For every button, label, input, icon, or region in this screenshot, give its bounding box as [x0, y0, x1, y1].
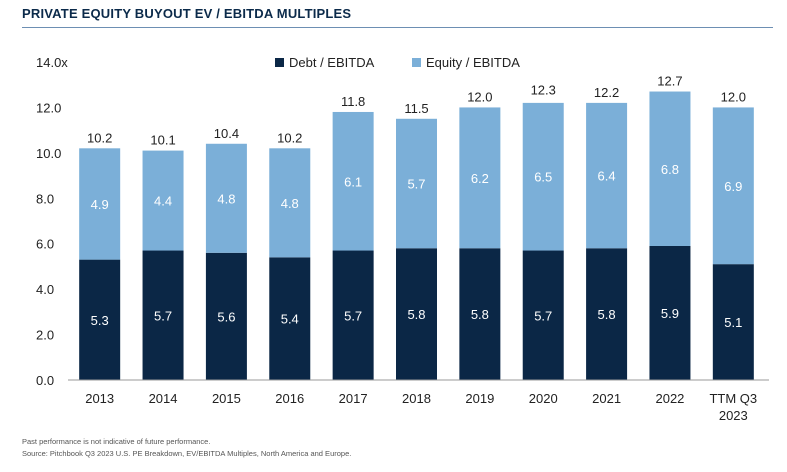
- bar-equity-ebitda: [332, 111, 374, 251]
- data-labels: 5.3 4.9 10.2 5.7 4.4 10.1 5.6 4.8 10.4 5.4 4.8 10.2…: [87, 74, 746, 331]
- x-tick-label: 2017: [339, 391, 368, 406]
- data-label-total: 11.8: [341, 94, 365, 109]
- data-label-total: 11.5: [404, 101, 428, 116]
- x-tick-label: 2014: [149, 391, 178, 406]
- bar-group: [79, 91, 754, 380]
- data-label-total: 12.7: [657, 74, 682, 89]
- data-label-equity: 4.8: [281, 196, 299, 211]
- x-tick-label: 2013: [85, 391, 114, 406]
- bar-debt-ebitda: [459, 248, 501, 380]
- data-label-total: 10.2: [87, 130, 112, 145]
- data-label-total: 12.2: [594, 85, 619, 100]
- bar-equity-ebitda: [649, 91, 691, 246]
- x-tick-label: 2015: [212, 391, 241, 406]
- y-tick-label: 4.0: [36, 282, 54, 297]
- footnote-source: Source: Pitchbook Q3 2023 U.S. PE Breakd…: [22, 449, 352, 458]
- bar-debt-ebitda: [396, 248, 437, 380]
- legend-label-debt: Debt / EBITDA: [289, 55, 375, 70]
- bar-equity-ebitda: [142, 150, 184, 251]
- bar-debt-ebitda: [332, 250, 374, 380]
- legend-label-equity: Equity / EBITDA: [426, 55, 520, 70]
- bar-debt-ebitda: [142, 250, 184, 380]
- bar-debt-ebitda: [649, 245, 691, 380]
- data-label-equity: 6.4: [598, 169, 616, 184]
- x-tick-label: 2016: [275, 391, 304, 406]
- data-label-debt: 5.7: [154, 308, 172, 323]
- bar-equity-ebitda: [79, 148, 121, 260]
- y-tick-label: 14.0x: [36, 55, 68, 70]
- data-label-total: 10.1: [150, 133, 175, 148]
- y-tick-label: 12.0: [36, 100, 61, 115]
- bar-debt-ebitda: [586, 248, 628, 380]
- data-label-total: 10.4: [214, 126, 239, 141]
- bar-equity-ebitda: [586, 102, 628, 249]
- legend-swatch-debt: [275, 58, 284, 67]
- bar-equity-ebitda: [269, 148, 311, 258]
- x-tick-label: 2021: [592, 391, 621, 406]
- bar-equity-ebitda: [205, 143, 247, 253]
- data-label-debt: 5.6: [217, 309, 235, 324]
- data-label-debt: 5.3: [91, 313, 109, 328]
- legend-swatch-equity: [412, 58, 421, 67]
- data-label-equity: 6.5: [534, 170, 552, 185]
- data-label-debt: 5.1: [724, 315, 742, 330]
- data-label-total: 12.0: [467, 89, 492, 104]
- data-label-debt: 5.4: [281, 312, 299, 327]
- y-axis: 0.0 2.0 4.0 6.0 8.0 10.0 12.0 14.0x: [36, 55, 68, 388]
- x-tick-label: 2022: [655, 391, 684, 406]
- bar-debt-ebitda: [522, 250, 564, 380]
- data-label-debt: 5.9: [661, 306, 679, 321]
- x-tick-label: 2018: [402, 391, 431, 406]
- x-tick-label: 2019: [465, 391, 494, 406]
- data-label-equity: 4.4: [154, 194, 172, 209]
- data-label-debt: 5.7: [534, 308, 552, 323]
- y-tick-label: 6.0: [36, 237, 54, 252]
- stacked-bar-chart: 0.02.04.06.08.010.012.014.0x 5.34.910.25…: [36, 55, 769, 423]
- data-label-debt: 5.8: [598, 307, 616, 322]
- data-label-total: 12.0: [721, 89, 746, 104]
- x-tick-label: 2023: [719, 408, 748, 423]
- y-tick-label: 0.0: [36, 373, 54, 388]
- x-tick-label: TTM Q3: [709, 391, 757, 406]
- footnote-disclaimer: Past performance is not indicative of fu…: [22, 437, 211, 446]
- data-label-debt: 5.8: [471, 307, 489, 322]
- data-label-equity: 6.1: [344, 174, 362, 189]
- bar-debt-ebitda: [269, 257, 311, 380]
- title-divider: [22, 27, 773, 28]
- bar-equity-ebitda: [712, 107, 754, 265]
- data-label-equity: 6.9: [724, 179, 742, 194]
- data-label-equity: 5.7: [407, 177, 425, 192]
- x-axis: 2013 2014 2015 2016 2017 2018 2019 2020 2021 2022…: [68, 379, 769, 423]
- legend: Debt / EBITDA Equity / EBITDA: [275, 55, 520, 70]
- data-label-equity: 6.8: [661, 162, 679, 177]
- bar-equity-ebitda: [522, 102, 564, 251]
- data-label-total: 10.2: [277, 130, 302, 145]
- bar-debt-ebitda: [79, 259, 121, 380]
- y-tick-label: 10.0: [36, 146, 61, 161]
- data-label-equity: 6.2: [471, 171, 489, 186]
- y-tick-label: 2.0: [36, 328, 54, 343]
- bar-equity-ebitda: [396, 118, 437, 249]
- data-label-total: 12.3: [531, 83, 556, 98]
- y-tick-label: 8.0: [36, 191, 54, 206]
- chart-title: PRIVATE EQUITY BUYOUT EV / EBITDA MULTIP…: [22, 6, 352, 21]
- bar-debt-ebitda: [712, 264, 754, 380]
- data-label-equity: 4.8: [217, 191, 235, 206]
- x-tick-label: 2020: [529, 391, 558, 406]
- bar-debt-ebitda: [205, 252, 247, 380]
- data-label-debt: 5.8: [407, 307, 425, 322]
- bar-equity-ebitda: [459, 107, 501, 249]
- data-label-equity: 4.9: [91, 197, 109, 212]
- data-label-debt: 5.7: [344, 308, 362, 323]
